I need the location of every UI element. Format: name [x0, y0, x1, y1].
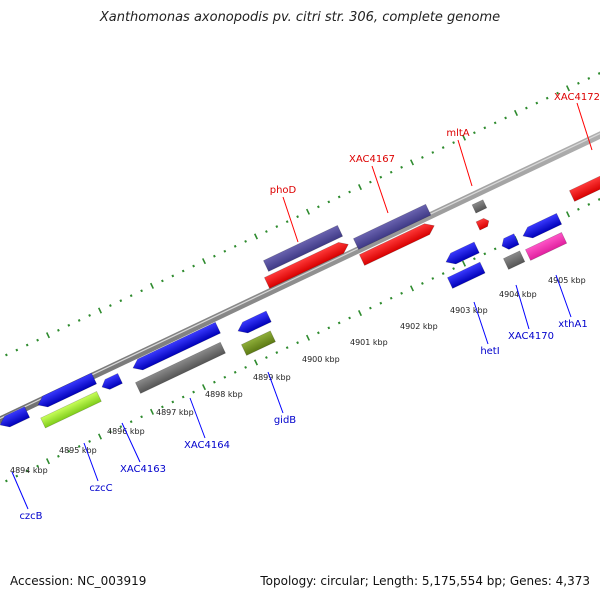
leader-line-XAC4170	[515, 284, 530, 330]
feature-mltA	[475, 217, 490, 231]
genome-backbone	[0, 131, 600, 424]
leader-line-XAC4163	[121, 422, 141, 463]
kbp-tick-label: 4903 kbp	[450, 306, 488, 315]
feature-blue-czc	[37, 372, 97, 408]
feature-xthA1-top	[522, 213, 563, 239]
gene-label-XAC4163[interactable]: XAC4163	[120, 464, 166, 475]
feature-purple-1	[263, 225, 344, 272]
feature-blue-4164	[132, 321, 221, 371]
feature-XAC4167	[359, 223, 435, 266]
feature-hetI	[447, 261, 486, 289]
leader-line-xthA1	[555, 274, 572, 318]
kbp-tick-label: 4902 kbp	[400, 322, 438, 331]
gene-label-czcB[interactable]: czcB	[19, 511, 42, 522]
kbp-tick-label: 4905 kbp	[548, 276, 586, 285]
leader-line-czcC	[83, 442, 99, 482]
feature-XAC4172	[569, 173, 600, 202]
gene-label-XAC4164[interactable]: XAC4164	[184, 440, 230, 451]
leader-line-mltA	[457, 139, 473, 187]
feature-gidB	[241, 330, 276, 356]
feature-blue-gidB	[237, 310, 272, 334]
leader-line-XAC4172	[576, 102, 593, 151]
leader-line-hetI	[473, 301, 489, 345]
gene-label-xthA1[interactable]: xthA1	[558, 319, 587, 330]
leader-line-gidB	[267, 371, 284, 414]
kbp-tick-label: 4899 kbp	[253, 373, 291, 382]
tick-row-upper	[5, 72, 600, 357]
gene-label-XAC4167[interactable]: XAC4167	[349, 154, 395, 165]
feature-czcB	[0, 406, 31, 428]
kbp-tick-label: 4904 kbp	[499, 290, 537, 299]
genome-title: Xanthomonas axonopodis pv. citri str. 30…	[99, 10, 501, 25]
feature-czcC	[40, 391, 102, 429]
gene-label-phoD[interactable]: phoD	[270, 185, 297, 196]
leader-line-XAC4164	[189, 397, 206, 439]
kbp-tick-label: 4897 kbp	[156, 408, 194, 417]
leader-line-czcB	[11, 471, 29, 510]
leader-line-XAC4167	[371, 165, 389, 214]
feature-purple-2	[353, 203, 432, 250]
kbp-tick-label: 4894 kbp	[10, 466, 48, 475]
leader-line-phoD	[282, 196, 299, 243]
feature-xthA1	[525, 232, 568, 261]
gene-label-czcC[interactable]: czcC	[89, 483, 112, 494]
feature-XAC4164	[135, 341, 226, 394]
feature-XAC4170-top	[501, 233, 520, 250]
kbp-tick-label: 4898 kbp	[205, 390, 243, 399]
genome-backbone-highlight	[0, 132, 600, 420]
genome-stats: Topology: circular; Length: 5,175,554 bp…	[260, 574, 590, 588]
feature-hetI-top	[445, 241, 480, 265]
kbp-tick-label: 4901 kbp	[350, 338, 388, 347]
feature-XAC4170	[503, 250, 526, 270]
gene-label-hetI[interactable]: hetI	[480, 346, 499, 357]
gene-label-gidB[interactable]: gidB	[274, 415, 296, 426]
feature-gray-mltA	[471, 199, 488, 214]
kbp-tick-label: 4895 kbp	[59, 446, 97, 455]
feature-XAC4163	[101, 373, 123, 390]
gene-label-XAC4170[interactable]: XAC4170	[508, 331, 554, 342]
accession-label: Accession: NC_003919	[10, 574, 147, 588]
gene-label-XAC4172[interactable]: XAC4172	[554, 92, 600, 103]
feature-phoD	[264, 242, 349, 289]
kbp-tick-label: 4900 kbp	[302, 355, 340, 364]
gene-label-mltA[interactable]: mltA	[446, 128, 469, 139]
